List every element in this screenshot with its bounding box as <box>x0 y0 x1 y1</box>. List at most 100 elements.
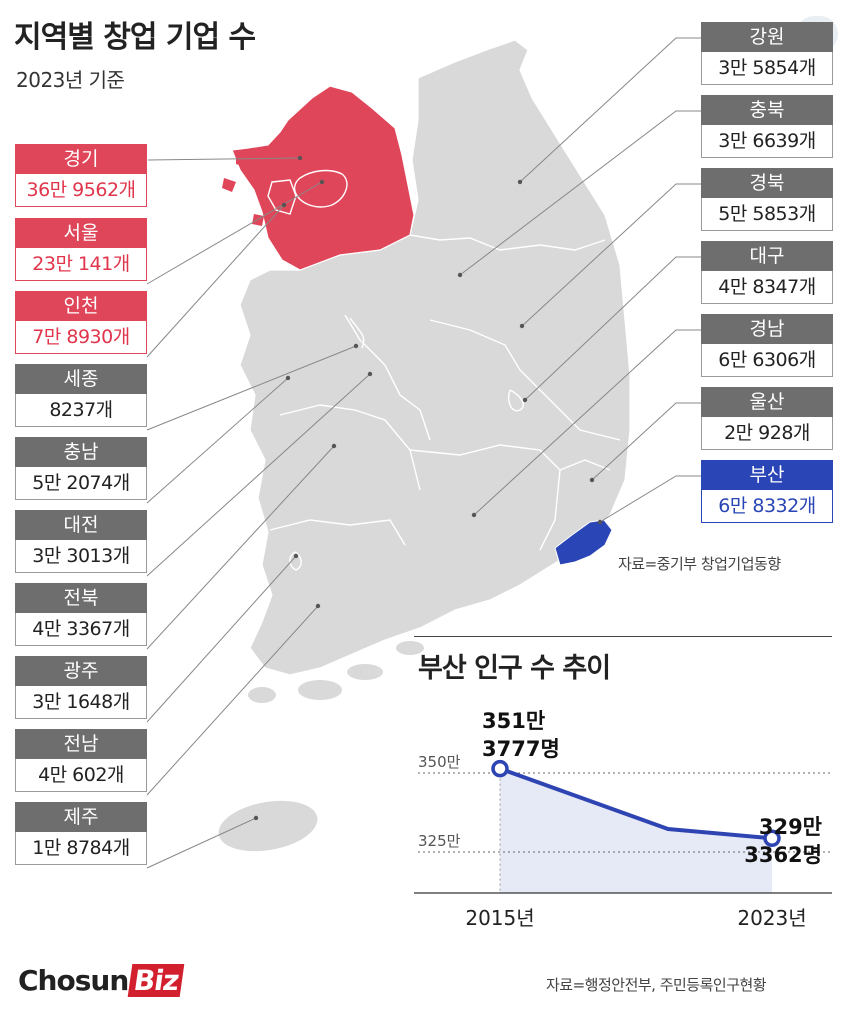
region-count: 8237개 <box>15 394 147 427</box>
region-count: 4만 3367개 <box>15 613 147 646</box>
region-name: 울산 <box>701 387 833 417</box>
chosunbiz-logo: Chosun Biz <box>18 964 185 997</box>
anchor-dot <box>457 272 463 278</box>
region-name: 세종 <box>15 364 147 394</box>
region-count: 3만 3013개 <box>15 540 147 573</box>
anchor-dot <box>293 553 299 559</box>
region-name: 제주 <box>15 802 147 832</box>
leader-line <box>146 373 371 577</box>
region-label-left-7: 광주 3만 1648개 <box>15 656 147 719</box>
region-name: 경북 <box>701 168 833 198</box>
page-subtitle: 2023년 기준 <box>16 68 125 92</box>
anchor-dot <box>471 512 477 518</box>
region-label-left-5: 대전 3만 3013개 <box>15 510 147 573</box>
section-divider <box>414 636 832 637</box>
chart-title: 부산 인구 수 추이 <box>418 653 611 684</box>
map-gyeonggi <box>231 85 415 271</box>
region-name: 전북 <box>15 583 147 613</box>
map-incheon-boundary <box>267 179 297 215</box>
leader-line <box>146 204 285 358</box>
region-label-right-0: 강원 3만 5854개 <box>701 22 833 85</box>
leader-line <box>146 377 289 504</box>
chart-source: 자료=행정안전부, 주민등록인구현황 <box>546 976 767 994</box>
region-label-right-3: 대구 4만 8347개 <box>701 241 833 304</box>
anchor-dot <box>353 343 359 349</box>
leader-line <box>147 157 301 161</box>
region-count: 5만 2074개 <box>15 467 147 500</box>
anchor-dot <box>519 323 525 329</box>
region-count: 4만 602개 <box>15 759 147 792</box>
region-name: 강원 <box>701 22 833 52</box>
region-name: 부산 <box>701 460 833 490</box>
anchor-dot <box>315 603 321 609</box>
region-count: 4만 8347개 <box>701 271 833 304</box>
region-count: 36만 9562개 <box>15 174 147 207</box>
leader-line <box>146 555 297 723</box>
region-label-right-4: 경남 6만 6306개 <box>701 314 833 377</box>
region-label-left-3: 세종 8237개 <box>15 364 147 427</box>
anchor-dot <box>367 371 373 377</box>
region-name: 대전 <box>15 510 147 540</box>
leader-lines <box>146 37 701 869</box>
leader-line <box>146 345 357 431</box>
region-name: 경기 <box>15 144 147 174</box>
leader-line <box>146 445 335 650</box>
region-count: 1만 8784개 <box>15 832 147 865</box>
region-count: 2만 928개 <box>701 417 833 450</box>
region-label-left-6: 전북 4만 3367개 <box>15 583 147 646</box>
region-name: 서울 <box>15 218 147 248</box>
anchor-dot <box>589 477 595 483</box>
leader-line <box>473 329 701 516</box>
region-count: 7만 8930개 <box>15 321 147 354</box>
leader-line <box>591 402 701 481</box>
leader-line <box>146 181 323 285</box>
page-title: 지역별 창업 기업 수 <box>14 20 256 55</box>
province-boundaries <box>269 234 621 571</box>
region-name: 충북 <box>701 95 833 125</box>
leader-line <box>599 475 701 523</box>
region-label-left-9: 제주 1만 8784개 <box>15 802 147 865</box>
logo-main-text: Chosun <box>18 964 129 997</box>
anchor-dot <box>253 815 259 821</box>
leader-line <box>146 605 319 796</box>
leader-line <box>524 256 701 401</box>
leader-line <box>459 110 701 276</box>
anchor-dot <box>331 443 337 449</box>
region-label-left-4: 충남 5만 2074개 <box>15 437 147 500</box>
map-seoul-boundary <box>293 169 348 208</box>
region-label-left-2: 인천 7만 8930개 <box>15 291 147 354</box>
leader-line <box>519 37 701 183</box>
region-label-right-2: 경북 5만 5853개 <box>701 168 833 231</box>
anchor-dot <box>285 375 291 381</box>
anchor-dot <box>522 397 528 403</box>
region-name: 대구 <box>701 241 833 271</box>
region-count: 3만 6639개 <box>701 125 833 158</box>
anchor-dot <box>597 519 603 525</box>
region-count: 6만 8332개 <box>701 490 833 523</box>
region-count: 23만 141개 <box>15 248 147 281</box>
anchor-dot <box>319 179 325 185</box>
region-name: 경남 <box>701 314 833 344</box>
leader-line <box>146 817 257 869</box>
anchor-dot <box>517 179 523 185</box>
map-busan <box>554 519 613 566</box>
region-label-right-5: 울산 2만 928개 <box>701 387 833 450</box>
leader-line <box>521 183 701 327</box>
region-count: 6만 6306개 <box>701 344 833 377</box>
region-count: 3만 1648개 <box>15 686 147 719</box>
region-label-left-0: 경기 36만 9562개 <box>15 144 147 207</box>
region-count: 3만 5854개 <box>701 52 833 85</box>
map-source: 자료=중기부 창업기업동향 <box>618 555 781 573</box>
region-count: 5만 5853개 <box>701 198 833 231</box>
map-mainland <box>239 39 631 676</box>
map-jeju <box>218 800 318 852</box>
region-label-right-1: 충북 3만 6639개 <box>701 95 833 158</box>
region-label-left-8: 전남 4만 602개 <box>15 729 147 792</box>
region-label-right-6: 부산 6만 8332개 <box>701 460 833 523</box>
region-name: 인천 <box>15 291 147 321</box>
anchor-dot <box>281 202 287 208</box>
region-name: 충남 <box>15 437 147 467</box>
map-south-islands <box>248 641 424 703</box>
region-name: 전남 <box>15 729 147 759</box>
